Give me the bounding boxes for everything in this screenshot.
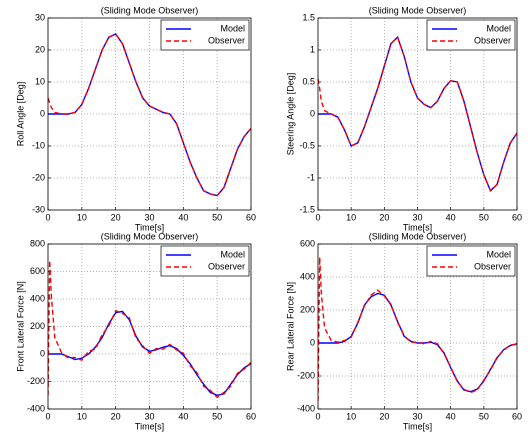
axes-frame bbox=[47, 243, 252, 410]
x-tick-label: 50 bbox=[479, 212, 489, 222]
chart-title: (Sliding Mode Observer) bbox=[101, 5, 199, 15]
x-tick-label: 40 bbox=[178, 411, 188, 421]
axes-frame bbox=[47, 17, 252, 211]
y-tick-label: -400 bbox=[27, 403, 45, 413]
subplot: 0 10 20 30 40 50 60 -1.5 -1 -0.5 0 0.5 1 1.5 (Sliding … bbox=[285, 5, 522, 232]
x-tick-label: 0 bbox=[315, 212, 320, 222]
legend-label: Model bbox=[220, 23, 245, 33]
y-tick-label: -200 bbox=[27, 376, 45, 386]
series-line bbox=[318, 292, 517, 393]
x-tick-label: 60 bbox=[512, 411, 522, 421]
y-axis-label: Roll Angle [Deg] bbox=[15, 82, 25, 147]
y-tick-label: 0 bbox=[310, 337, 315, 347]
chart-title: (Sliding Mode Observer) bbox=[101, 231, 199, 241]
y-tick-label: -1 bbox=[307, 172, 315, 182]
series-line bbox=[48, 310, 251, 396]
y-tick-label: 0 bbox=[40, 348, 45, 358]
y-tick-label: 0 bbox=[40, 108, 45, 118]
x-tick-label: 20 bbox=[379, 212, 389, 222]
legend-box bbox=[426, 19, 516, 51]
y-tick-label: -200 bbox=[297, 370, 315, 380]
y-tick-label: -0.5 bbox=[299, 140, 315, 150]
axes-frame bbox=[317, 243, 518, 410]
y-tick-label: 0 bbox=[310, 108, 315, 118]
legend: Model Observer bbox=[426, 19, 516, 51]
x-tick-label: 10 bbox=[346, 411, 356, 421]
legend: Model Observer bbox=[160, 19, 250, 51]
y-axis-label: Rear Lateral Force [N] bbox=[285, 282, 295, 371]
y-tick-label: 400 bbox=[300, 271, 315, 281]
x-axis-label: Time[s] bbox=[135, 421, 164, 431]
legend-label: Model bbox=[220, 249, 245, 259]
y-tick-label: 0.5 bbox=[302, 76, 315, 86]
x-tick-label: 30 bbox=[144, 411, 154, 421]
x-tick-label: 40 bbox=[446, 212, 456, 222]
x-tick-label: 20 bbox=[379, 411, 389, 421]
legend-box bbox=[426, 245, 516, 277]
y-tick-label: 200 bbox=[30, 321, 45, 331]
x-axis-label: Time[s] bbox=[135, 222, 164, 232]
y-tick-label: 200 bbox=[300, 304, 315, 314]
y-tick-label: -30 bbox=[32, 204, 45, 214]
x-tick-label: 0 bbox=[45, 212, 50, 222]
y-tick-label: 30 bbox=[35, 12, 45, 22]
x-tick-label: 40 bbox=[446, 411, 456, 421]
y-tick-label: 10 bbox=[35, 76, 45, 86]
legend-label: Model bbox=[486, 249, 511, 259]
y-tick-label: 800 bbox=[30, 238, 45, 248]
x-tick-label: 40 bbox=[178, 212, 188, 222]
x-tick-label: 30 bbox=[144, 212, 154, 222]
x-tick-label: 10 bbox=[77, 212, 87, 222]
y-tick-label: 600 bbox=[30, 266, 45, 276]
x-tick-label: 0 bbox=[45, 411, 50, 421]
y-tick-label: 1 bbox=[310, 44, 315, 54]
y-tick-label: -10 bbox=[32, 140, 45, 150]
y-tick-label: -20 bbox=[32, 172, 45, 182]
legend-label: Observer bbox=[208, 35, 245, 45]
y-axis-label: Front Lateral Force [N] bbox=[15, 281, 25, 372]
subplot: 0 10 20 30 40 50 60 -400 -200 0 200 400 600 (Sliding … bbox=[285, 231, 522, 431]
legend-box bbox=[160, 19, 250, 51]
x-tick-label: 20 bbox=[111, 212, 121, 222]
x-tick-label: 10 bbox=[346, 212, 356, 222]
x-tick-label: 10 bbox=[77, 411, 87, 421]
x-tick-label: 0 bbox=[315, 411, 320, 421]
x-tick-label: 20 bbox=[111, 411, 121, 421]
y-tick-label: 600 bbox=[300, 238, 315, 248]
legend-box bbox=[160, 245, 250, 277]
x-axis-label: Time[s] bbox=[403, 222, 432, 232]
x-tick-label: 50 bbox=[479, 411, 489, 421]
x-tick-label: 50 bbox=[212, 212, 222, 222]
subplot: 0 10 20 30 40 50 60 -30 -20 -10 0 10 20 30 (Sliding Mo… bbox=[15, 5, 256, 232]
series-line bbox=[48, 260, 251, 399]
y-tick-label: -400 bbox=[297, 403, 315, 413]
y-tick-label: 20 bbox=[35, 44, 45, 54]
y-axis-label: Steering Angle [Deg] bbox=[285, 73, 295, 156]
legend-label: Observer bbox=[474, 35, 511, 45]
x-axis-label: Time[s] bbox=[403, 421, 432, 431]
legend-label: Model bbox=[486, 23, 511, 33]
legend: Model Observer bbox=[426, 245, 516, 277]
chart-title: (Sliding Mode Observer) bbox=[369, 231, 467, 241]
x-tick-label: 30 bbox=[412, 411, 422, 421]
y-tick-label: 400 bbox=[30, 293, 45, 303]
y-tick-label: 1.5 bbox=[302, 12, 315, 22]
series-line bbox=[48, 33, 251, 197]
x-tick-label: 30 bbox=[412, 212, 422, 222]
legend-label: Observer bbox=[208, 261, 245, 271]
chart-title: (Sliding Mode Observer) bbox=[369, 5, 467, 15]
legend-label: Observer bbox=[474, 261, 511, 271]
x-tick-label: 60 bbox=[246, 411, 256, 421]
x-tick-label: 60 bbox=[512, 212, 522, 222]
subplot: 0 10 20 30 40 50 60 -400 -200 0 200 400 600 800 (Slidi… bbox=[15, 231, 256, 431]
x-tick-label: 60 bbox=[246, 212, 256, 222]
x-tick-label: 50 bbox=[212, 411, 222, 421]
y-tick-label: -1.5 bbox=[299, 204, 315, 214]
legend: Model Observer bbox=[160, 245, 250, 277]
series-line bbox=[318, 35, 517, 193]
axes-frame bbox=[317, 17, 518, 211]
